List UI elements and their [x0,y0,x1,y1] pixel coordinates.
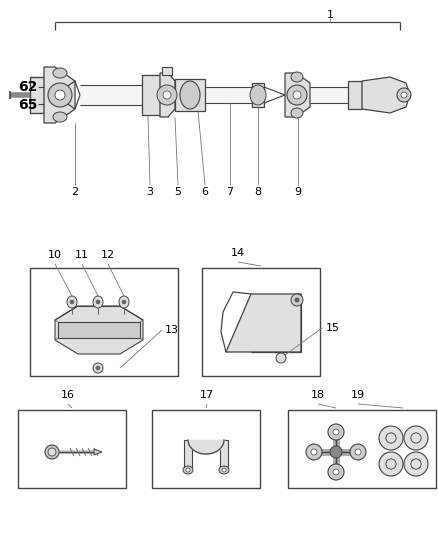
Polygon shape [362,77,410,113]
Polygon shape [94,449,102,455]
Ellipse shape [276,353,286,363]
Ellipse shape [379,426,403,450]
Ellipse shape [183,466,193,474]
Ellipse shape [96,300,100,304]
Ellipse shape [379,452,403,476]
Ellipse shape [70,300,74,304]
Text: 12: 12 [101,250,115,260]
Text: 9: 9 [294,187,301,197]
Text: 5: 5 [174,187,181,197]
Ellipse shape [295,298,299,302]
Ellipse shape [119,296,129,308]
Ellipse shape [222,468,226,472]
Text: 16: 16 [61,390,75,400]
Bar [348,81,362,109]
Bar [30,77,44,113]
Ellipse shape [96,366,100,370]
Text: 1: 1 [326,10,333,20]
Ellipse shape [355,449,361,455]
Ellipse shape [404,452,428,476]
Polygon shape [285,73,310,117]
Ellipse shape [219,466,229,474]
Bar [80,85,145,105]
Polygon shape [226,294,301,352]
Ellipse shape [67,296,77,308]
Text: 2: 2 [71,187,78,197]
Ellipse shape [386,433,396,443]
Polygon shape [220,440,228,468]
Ellipse shape [397,88,411,102]
Text: 15: 15 [326,323,340,333]
Text: 65: 65 [18,98,37,112]
Text: 3: 3 [146,187,153,197]
Ellipse shape [48,448,56,456]
Bar [310,87,350,103]
Ellipse shape [411,459,421,469]
Ellipse shape [55,90,65,100]
Ellipse shape [291,72,303,82]
Text: 19: 19 [351,390,365,400]
Bar [152,410,260,488]
Ellipse shape [330,446,342,458]
Bar [252,83,264,107]
Bar [175,79,205,111]
Text: 62: 62 [18,80,37,94]
Text: 17: 17 [200,390,214,400]
Ellipse shape [411,459,421,469]
Polygon shape [160,73,175,117]
Text: 14: 14 [231,248,245,258]
Text: 8: 8 [254,187,261,197]
Ellipse shape [93,296,103,308]
Bar [30,268,178,376]
Ellipse shape [311,449,317,455]
Ellipse shape [250,85,266,105]
Ellipse shape [186,468,190,472]
Bar [288,410,436,488]
Ellipse shape [122,300,126,304]
Ellipse shape [180,81,200,109]
Bar [18,410,126,488]
Ellipse shape [53,68,67,78]
Bar [58,322,140,338]
Bar [202,268,320,376]
Text: 6: 6 [201,187,208,197]
Ellipse shape [333,469,339,475]
Polygon shape [184,440,192,468]
Ellipse shape [411,433,421,443]
Polygon shape [44,67,75,123]
Bar [142,75,160,115]
Ellipse shape [48,83,72,107]
Ellipse shape [287,85,307,105]
Ellipse shape [293,91,301,99]
Ellipse shape [386,459,396,469]
Ellipse shape [411,433,421,443]
Polygon shape [55,306,143,354]
Ellipse shape [93,363,103,373]
Ellipse shape [306,444,322,460]
Text: 18: 18 [311,390,325,400]
Ellipse shape [291,108,303,118]
Ellipse shape [157,85,177,105]
Ellipse shape [45,445,59,459]
Bar [162,67,172,75]
Text: 13: 13 [165,325,179,335]
Ellipse shape [350,444,366,460]
Ellipse shape [328,424,344,440]
Text: 11: 11 [75,250,89,260]
Ellipse shape [404,426,428,450]
Bar [205,87,255,103]
Text: 7: 7 [226,187,233,197]
Ellipse shape [53,112,67,122]
Ellipse shape [163,91,171,99]
Ellipse shape [386,433,396,443]
Text: 10: 10 [48,250,62,260]
Ellipse shape [291,294,303,306]
Ellipse shape [333,429,339,435]
Ellipse shape [401,92,407,98]
Ellipse shape [386,459,396,469]
Ellipse shape [328,464,344,480]
